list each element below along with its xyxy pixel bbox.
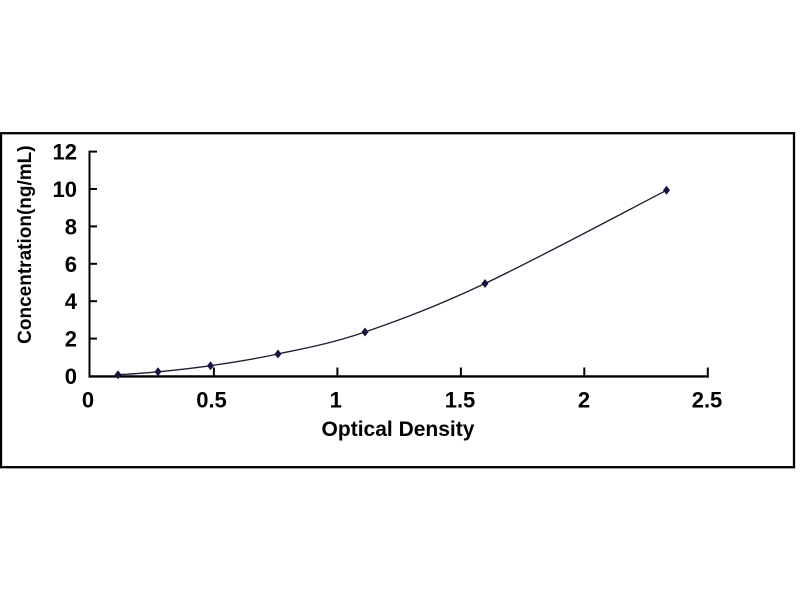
svg-text:2: 2 <box>65 327 77 352</box>
svg-text:12: 12 <box>53 140 77 165</box>
svg-text:1: 1 <box>330 388 342 413</box>
svg-text:1.5: 1.5 <box>445 388 476 413</box>
svg-text:Concentration(ng/mL): Concentration(ng/mL) <box>15 145 36 343</box>
svg-text:10: 10 <box>53 177 77 202</box>
svg-text:2.5: 2.5 <box>692 388 723 413</box>
svg-text:0.5: 0.5 <box>196 388 227 413</box>
svg-text:0: 0 <box>82 388 94 413</box>
svg-text:8: 8 <box>65 214 77 239</box>
svg-text:4: 4 <box>65 289 78 314</box>
svg-text:6: 6 <box>65 252 77 277</box>
svg-text:2: 2 <box>578 388 590 413</box>
svg-text:Optical Density: Optical Density <box>322 418 475 441</box>
svg-text:0: 0 <box>65 364 77 389</box>
